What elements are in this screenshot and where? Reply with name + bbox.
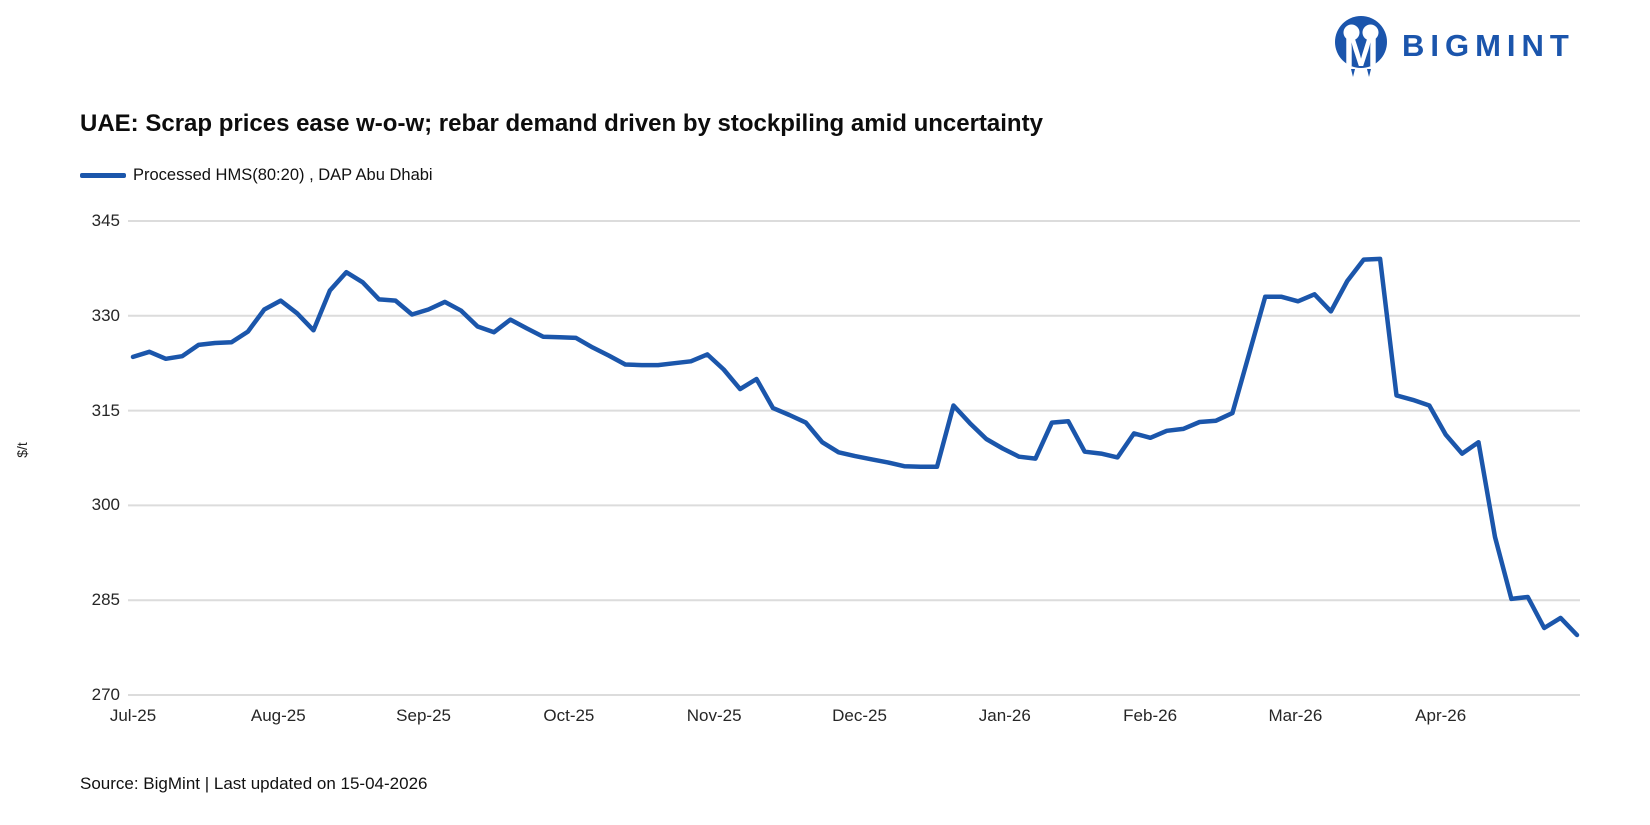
y-tick-label: 285 bbox=[91, 590, 120, 610]
x-tick-label: Mar-26 bbox=[1268, 706, 1323, 725]
x-tick-label: Sep-25 bbox=[396, 706, 451, 725]
chart-legend: Processed HMS(80:20) , DAP Abu Dhabi bbox=[80, 166, 433, 185]
y-tick-label: 315 bbox=[91, 400, 120, 420]
y-tick-label: 270 bbox=[91, 685, 120, 704]
x-tick-label: Feb-26 bbox=[1123, 706, 1178, 725]
x-tick-label: Nov-25 bbox=[686, 706, 742, 725]
bigmint-people-icon: M bbox=[1335, 16, 1387, 77]
x-tick-label: Apr-26 bbox=[1415, 706, 1467, 725]
legend-line-swatch bbox=[80, 173, 126, 178]
y-tick-label: 345 bbox=[91, 211, 120, 230]
price-series-line bbox=[130, 256, 1580, 638]
brand-name: BIGMINT bbox=[1402, 28, 1575, 63]
x-tick-label: Jul-25 bbox=[109, 706, 157, 725]
brand-logo: M BIGMINT bbox=[1330, 14, 1575, 78]
legend-label: Processed HMS(80:20) , DAP Abu Dhabi bbox=[133, 166, 433, 184]
x-tick-label: Oct-25 bbox=[543, 706, 595, 725]
x-tick-label: Aug-25 bbox=[250, 706, 306, 725]
chart-title: UAE: Scrap prices ease w-o-w; rebar dema… bbox=[80, 110, 1043, 137]
x-tick-label: Dec-25 bbox=[832, 706, 887, 725]
y-tick-label: 330 bbox=[91, 305, 120, 325]
source-note: Source: BigMint | Last updated on 15-04-… bbox=[80, 774, 428, 793]
y-tick-label: 300 bbox=[91, 495, 120, 515]
x-tick-label: Jan-26 bbox=[978, 706, 1031, 725]
